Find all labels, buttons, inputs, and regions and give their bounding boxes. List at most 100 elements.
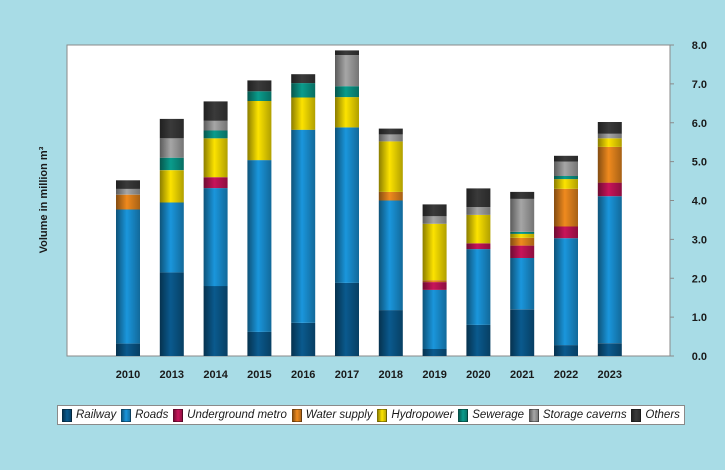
bar-segment-2021-roads <box>510 258 535 310</box>
y-tick-label: 6.0 <box>692 118 707 130</box>
bar-segment-2013-roads <box>159 202 184 273</box>
legend-swatch <box>458 408 469 422</box>
bar-segment-2017-storage-caverns <box>335 55 359 87</box>
bar-segment-2018-storage-caverns <box>378 134 403 142</box>
bar-segment-2018-roads <box>378 200 403 311</box>
bar-segment-2023-hydropower <box>597 138 622 147</box>
bar-segment-2021-storage-caverns <box>510 198 535 232</box>
bar-segment-2016-others <box>291 74 316 84</box>
bar-segment-2022-water-supply <box>554 188 578 227</box>
bar-segment-2021-sewerage <box>510 232 535 234</box>
legend-item-roads: Roads <box>121 408 169 422</box>
legend-swatch <box>377 408 388 422</box>
x-tick-label: 2021 <box>510 369 534 381</box>
bar-segment-2015-others <box>247 80 272 92</box>
legend-label: Roads <box>135 409 169 421</box>
bar-segment-2014-hydropower <box>203 138 228 178</box>
legend-label: Hydropower <box>391 409 454 421</box>
bar-segment-2013-hydropower <box>159 170 184 203</box>
bar-segment-2017-roads <box>335 127 359 283</box>
y-axis-title: Volume in million m³ <box>38 146 50 253</box>
bar-segment-2015-railway <box>247 331 272 356</box>
bar-segment-2014-roads <box>203 188 228 287</box>
legend-label: Sewerage <box>472 409 525 421</box>
x-tick-label: 2013 <box>160 369 184 381</box>
bar-segment-2015-roads <box>247 160 272 332</box>
bar-segment-2010-storage-caverns <box>116 188 140 195</box>
bar-segment-2019-underground-metro <box>422 282 447 290</box>
bar-segment-2016-hydropower <box>291 97 316 130</box>
bar-segment-2019-others <box>422 204 447 217</box>
legend-label: Storage caverns <box>542 409 627 421</box>
bar-segment-2017-others <box>335 50 359 56</box>
x-tick-label: 2018 <box>379 369 403 381</box>
bar-segment-2021-railway <box>510 309 535 356</box>
bar-segment-2018-hydropower <box>378 141 403 192</box>
legend-swatch <box>121 408 132 422</box>
y-tick-label: 0.0 <box>692 351 707 363</box>
bars-layer <box>116 50 622 356</box>
bar-segment-2019-hydropower <box>422 223 447 281</box>
bar-segment-2022-railway <box>554 345 578 356</box>
x-tick-label: 2015 <box>247 369 271 381</box>
x-tick-label: 2022 <box>554 369 578 381</box>
legend-swatch <box>62 408 72 422</box>
legend-item-underground-metro: Underground metro <box>173 408 287 422</box>
x-tick-label: 2019 <box>422 369 446 381</box>
bar-segment-2022-others <box>554 155 578 162</box>
y-tick-label: 3.0 <box>692 234 707 246</box>
legend-swatch <box>291 408 302 422</box>
bar-segment-2014-storage-caverns <box>203 120 228 131</box>
x-tick-label: 2020 <box>466 369 490 381</box>
legend-swatch <box>528 408 539 422</box>
bar-segment-2014-railway <box>203 286 228 356</box>
bar-segment-2017-railway <box>335 282 359 356</box>
bar-segment-2020-others <box>466 188 491 208</box>
bar-segment-2023-underground-metro <box>597 182 622 197</box>
legend-item-others: Others <box>631 408 680 422</box>
legend-item-sewerage: Sewerage <box>458 408 525 422</box>
bar-segment-2010-railway <box>116 343 140 356</box>
bar-segment-2016-sewerage <box>291 83 316 98</box>
bar-segment-2013-others <box>159 118 184 139</box>
bar-segment-2023-railway <box>597 343 622 356</box>
bar-segment-2022-roads <box>554 238 578 346</box>
bar-segment-2020-roads <box>466 249 491 325</box>
bar-segment-2020-underground-metro <box>466 243 491 250</box>
bar-segment-2023-storage-caverns <box>597 133 622 139</box>
bar-segment-2023-roads <box>597 196 622 344</box>
bar-segment-2016-roads <box>291 129 316 323</box>
x-tick-label: 2014 <box>203 369 228 381</box>
bar-segment-2015-hydropower <box>247 101 272 161</box>
bar-segment-2020-hydropower <box>466 214 491 244</box>
bar-segment-2014-others <box>203 101 228 121</box>
bar-segment-2014-underground-metro <box>203 177 228 189</box>
bar-segment-2018-water-supply <box>378 191 403 201</box>
bar-segment-2013-storage-caverns <box>159 138 184 158</box>
bar-segment-2010-others <box>116 180 140 189</box>
bar-segment-2019-roads <box>422 289 447 349</box>
bar-segment-2021-hydropower <box>510 233 535 238</box>
bar-segment-2023-water-supply <box>597 146 622 183</box>
bar-segment-2020-storage-caverns <box>466 207 491 215</box>
bar-segment-2017-hydropower <box>335 97 359 128</box>
bar-segment-2010-water-supply <box>116 194 140 210</box>
x-tick-label: 2017 <box>335 369 359 381</box>
bar-segment-2016-railway <box>291 323 316 356</box>
x-tick-label: 2023 <box>598 369 622 381</box>
bar-segment-2023-others <box>597 122 622 134</box>
legend-item-storage-caverns: Storage caverns <box>528 408 627 422</box>
bar-segment-2015-sewerage <box>247 91 272 101</box>
bar-segment-2022-storage-caverns <box>554 161 578 176</box>
bar-segment-2022-underground-metro <box>554 226 578 239</box>
y-tick-label: 8.0 <box>692 40 707 52</box>
bar-segment-2020-railway <box>466 324 491 356</box>
x-tick-label: 2016 <box>291 369 315 381</box>
legend: Railway Roads Underground metro Water suppl… <box>57 405 685 425</box>
y-tick-label: 5.0 <box>692 157 707 169</box>
bar-segment-2013-sewerage <box>159 157 184 171</box>
legend-item-water-supply: Water supply <box>291 408 373 422</box>
bar-segment-2019-water-supply <box>422 280 447 283</box>
x-axis: 2010 2013 2014 2015 2016 2017 2018 2019 2020 2021… <box>116 369 622 381</box>
